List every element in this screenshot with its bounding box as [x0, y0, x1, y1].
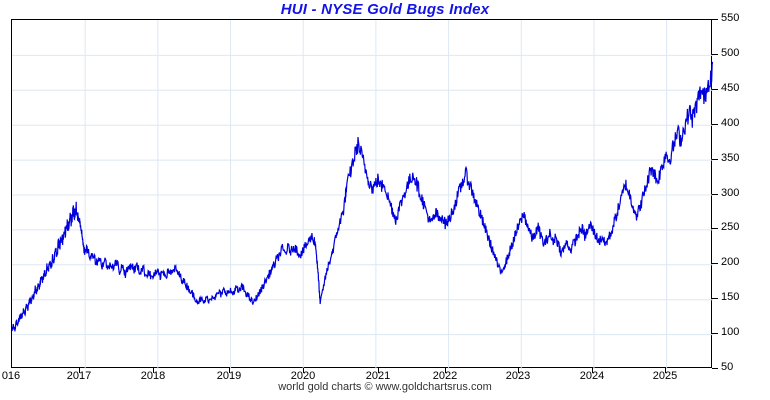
x-tick-mark: [153, 368, 154, 373]
y-tick-label: 150: [721, 291, 740, 304]
footer-credit: world gold charts © www.goldchartsrus.co…: [278, 381, 492, 393]
price-series-line: [12, 61, 713, 332]
x-tick-mark: [378, 368, 379, 373]
y-tick-mark: [712, 53, 718, 55]
x-tick-label: 2021: [365, 370, 391, 382]
y-tick-mark: [712, 88, 718, 90]
y-tick-label: 300: [721, 186, 740, 199]
y-tick-mark: [712, 333, 718, 335]
y-tick-mark: [712, 123, 718, 125]
x-tick-label: 2025: [652, 370, 678, 382]
x-tick-mark: [229, 368, 230, 373]
y-tick-label: 50: [721, 361, 734, 373]
chart-title: HUI - NYSE Gold Bugs Index: [280, 1, 490, 18]
y-tick-mark: [712, 368, 718, 369]
y-tick-label: 550: [721, 12, 740, 24]
y-tick-mark: [712, 228, 718, 230]
y-tick-label: 200: [721, 256, 740, 269]
y-tick-mark: [712, 19, 718, 20]
y-tick-label: 100: [721, 326, 740, 339]
x-tick-label: 2018: [140, 370, 166, 382]
x-tick-mark: [445, 368, 446, 373]
y-tick-label: 400: [721, 116, 740, 129]
x-tick-mark: [592, 368, 593, 373]
y-tick-mark: [712, 298, 718, 300]
x-tick-label: 2024: [579, 370, 605, 382]
plot-area: [11, 19, 713, 369]
x-tick-mark: [518, 368, 519, 373]
x-tick-label: 016: [1, 370, 21, 382]
x-tick-mark: [665, 368, 666, 373]
x-tick-label: 2022: [432, 370, 458, 382]
x-tick-label: 2019: [216, 370, 242, 382]
x-tick-mark: [303, 368, 304, 373]
y-tick-label: 250: [721, 221, 740, 234]
y-tick-mark: [712, 263, 718, 265]
grid-lines: [12, 20, 713, 369]
x-tick-label: 2023: [505, 370, 531, 382]
y-tick-mark: [712, 193, 718, 195]
y-tick-label: 350: [721, 151, 740, 164]
x-tick-mark: [79, 368, 80, 373]
x-tick-label: 2017: [66, 370, 92, 382]
y-tick-label: 500: [721, 46, 740, 59]
y-tick-mark: [712, 158, 718, 160]
y-tick-label: 450: [721, 81, 740, 94]
x-tick-label: 2020: [290, 370, 316, 382]
